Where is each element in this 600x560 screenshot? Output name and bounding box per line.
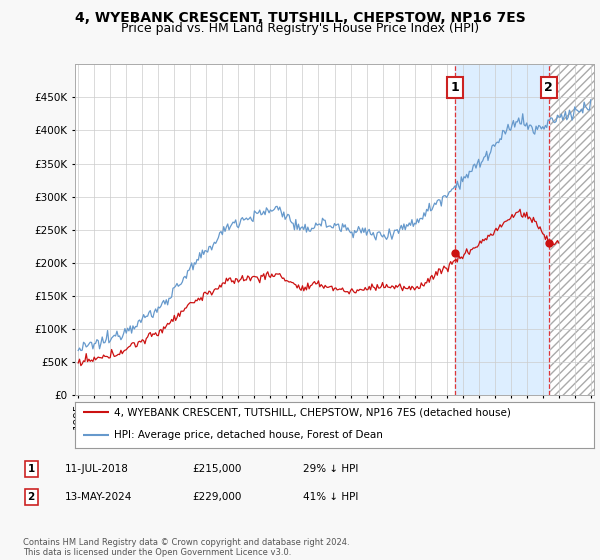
Text: 41% ↓ HPI: 41% ↓ HPI	[303, 492, 358, 502]
Text: £215,000: £215,000	[192, 464, 241, 474]
Text: Contains HM Land Registry data © Crown copyright and database right 2024.
This d: Contains HM Land Registry data © Crown c…	[23, 538, 349, 557]
Text: 4, WYEBANK CRESCENT, TUTSHILL, CHEPSTOW, NP16 7ES (detached house): 4, WYEBANK CRESCENT, TUTSHILL, CHEPSTOW,…	[114, 407, 511, 417]
Text: HPI: Average price, detached house, Forest of Dean: HPI: Average price, detached house, Fore…	[114, 430, 383, 440]
Text: Price paid vs. HM Land Registry's House Price Index (HPI): Price paid vs. HM Land Registry's House …	[121, 22, 479, 35]
Text: 13-MAY-2024: 13-MAY-2024	[65, 492, 132, 502]
Text: 2: 2	[544, 81, 553, 94]
Text: 2: 2	[28, 492, 35, 502]
Text: 1: 1	[451, 81, 460, 94]
Text: 1: 1	[28, 464, 35, 474]
Text: 29% ↓ HPI: 29% ↓ HPI	[303, 464, 358, 474]
Text: 11-JUL-2018: 11-JUL-2018	[65, 464, 128, 474]
Bar	[455, 64, 548, 395]
Text: 4, WYEBANK CRESCENT, TUTSHILL, CHEPSTOW, NP16 7ES: 4, WYEBANK CRESCENT, TUTSHILL, CHEPSTOW,…	[74, 11, 526, 25]
Bar	[548, 64, 594, 395]
Text: £229,000: £229,000	[192, 492, 241, 502]
